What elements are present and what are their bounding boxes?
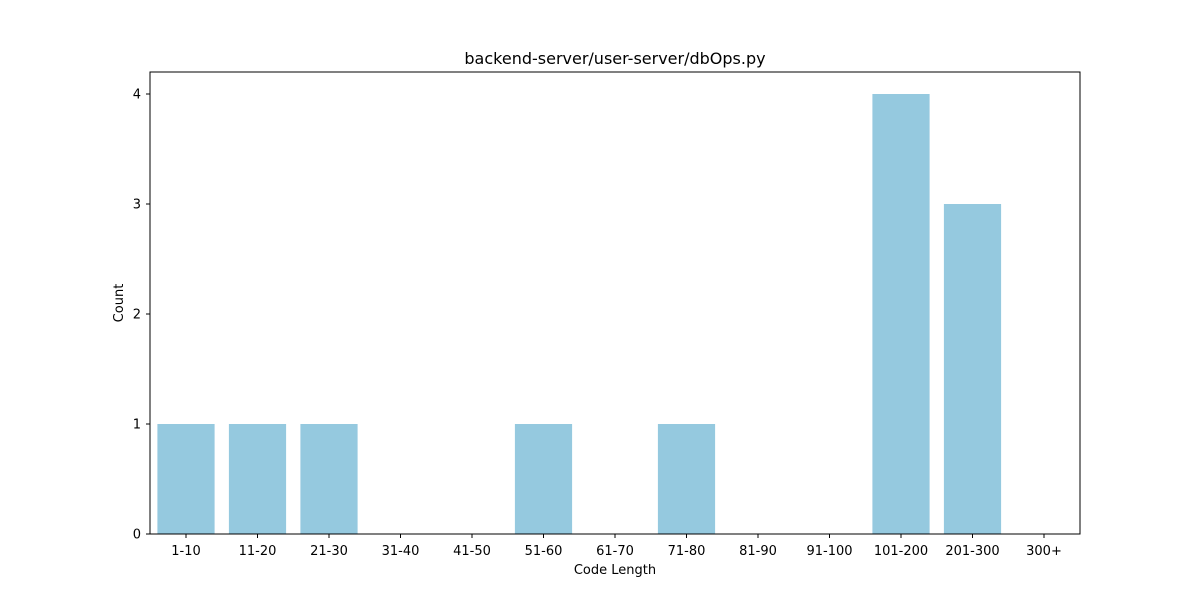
- x-tick-label: 71-80: [668, 544, 706, 559]
- bar-71-80: [657, 424, 716, 534]
- chart-title: backend-server/user-server/dbOps.py: [464, 49, 765, 68]
- bars-layer: [157, 94, 1002, 534]
- x-axis: 1-10 11-20 21-30 31-40 41-50 51-60 61-70 71-80 8…: [171, 534, 1062, 559]
- y-tick-label: 4: [133, 88, 141, 103]
- y-tick-label: 2: [133, 308, 141, 323]
- bar-101-200: [872, 94, 930, 534]
- x-tick-label: 101-200: [874, 544, 928, 559]
- bar-201-300: [943, 204, 1002, 534]
- x-tick-label: 1-10: [171, 544, 201, 559]
- bar-11-20: [228, 424, 287, 534]
- bar-51-60: [514, 424, 573, 534]
- y-axis-label: Count: [112, 284, 127, 323]
- x-tick-label: 11-20: [239, 544, 277, 559]
- plot-area-frame: [149, 71, 1081, 535]
- y-tick-label: 3: [133, 198, 141, 213]
- x-tick-label: 61-70: [596, 544, 634, 559]
- x-tick-label: 31-40: [382, 544, 420, 559]
- y-tick-label: 0: [133, 528, 141, 543]
- x-tick-label: 41-50: [453, 544, 491, 559]
- bar-21-30: [300, 424, 358, 534]
- x-axis-label: Code Length: [574, 563, 656, 578]
- x-tick-label: 51-60: [525, 544, 563, 559]
- y-axis: 0 1 2 3 4: [133, 88, 150, 543]
- x-tick-label: 81-90: [739, 544, 777, 559]
- x-tick-label: 21-30: [310, 544, 348, 559]
- y-tick-label: 1: [133, 418, 141, 433]
- x-tick-label: 300+: [1026, 544, 1062, 559]
- x-tick-label: 201-300: [945, 544, 999, 559]
- x-tick-label: 91-100: [806, 544, 852, 559]
- bar-1-10: [157, 424, 215, 534]
